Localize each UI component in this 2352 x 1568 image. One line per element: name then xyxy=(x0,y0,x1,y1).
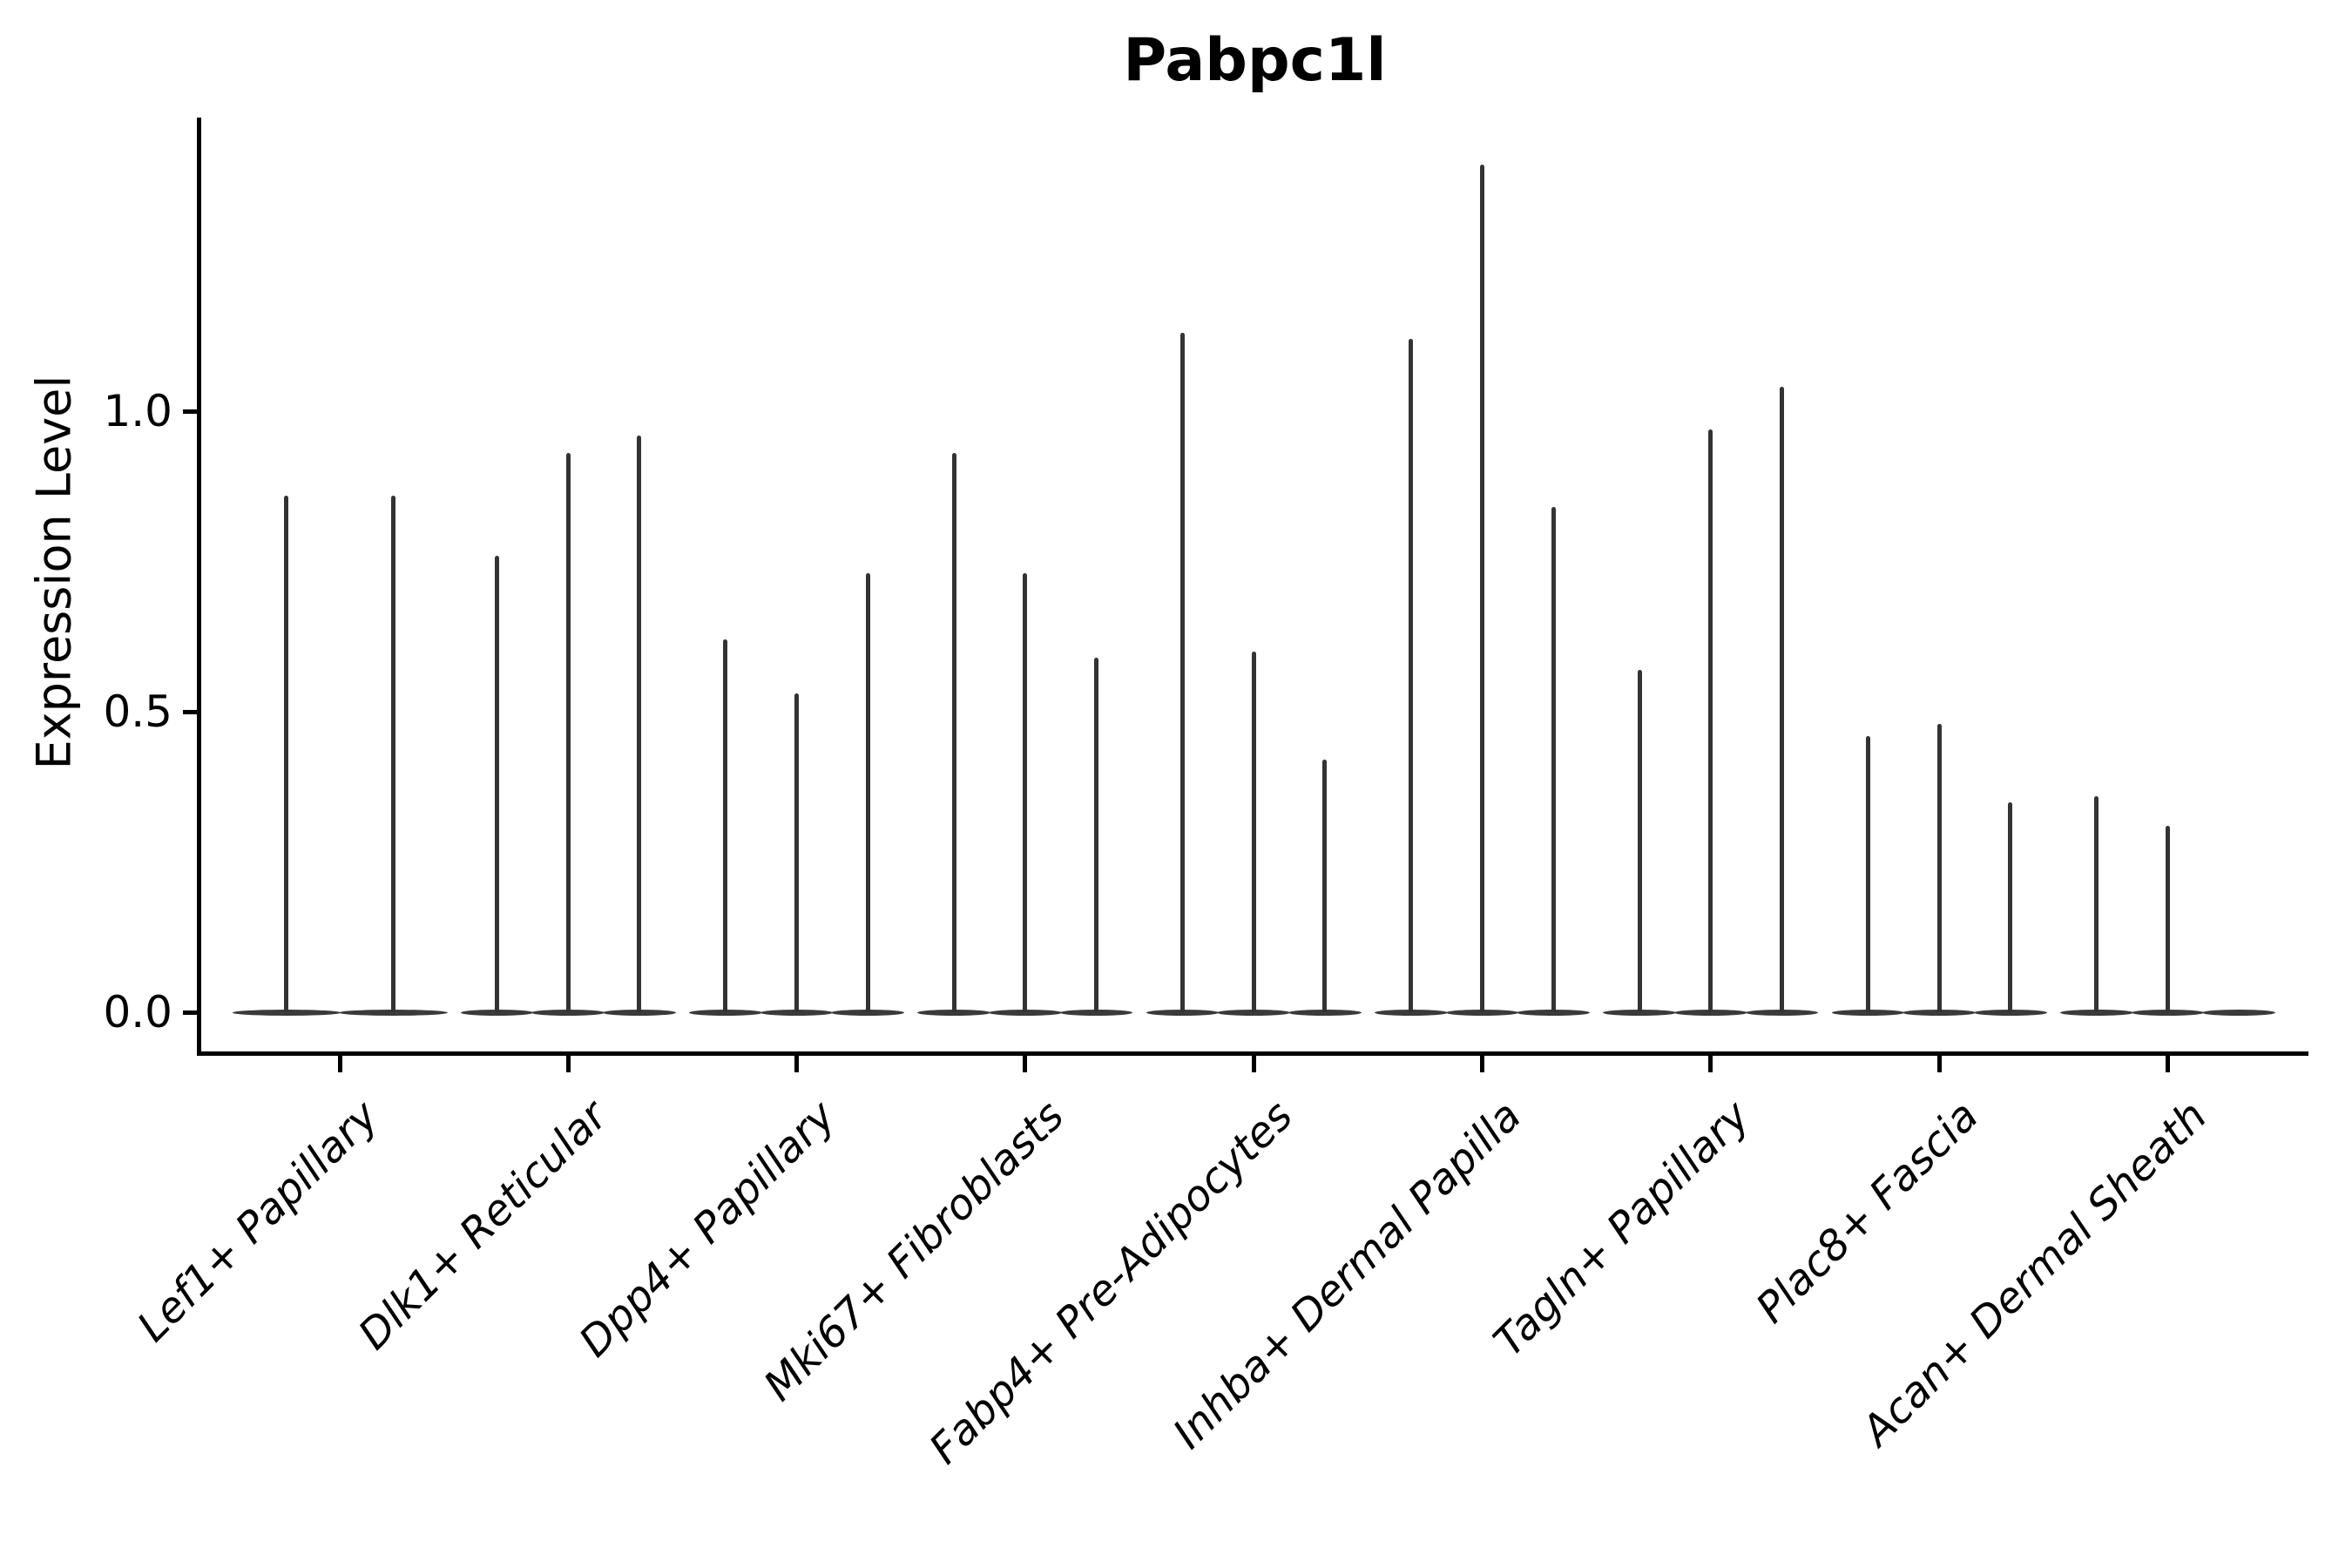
violin-spike xyxy=(2094,795,2099,1012)
violin-base xyxy=(603,1009,676,1016)
x-tick xyxy=(1708,1056,1713,1072)
violin-spike xyxy=(1023,573,1028,1012)
violin-spike xyxy=(637,435,642,1012)
x-tick xyxy=(2165,1056,2170,1072)
violin-spike xyxy=(2008,801,2013,1012)
x-axis-spine xyxy=(197,1051,2308,1056)
violin-base xyxy=(1673,1009,1747,1016)
violin-spike xyxy=(2165,826,2170,1012)
violin-base xyxy=(2131,1009,2205,1016)
violin-spike xyxy=(1637,669,1642,1012)
plot-title: Pabpc1l xyxy=(1123,26,1387,95)
violin-base xyxy=(1903,1009,1976,1016)
violin-base xyxy=(917,1009,991,1016)
violin-base xyxy=(1973,1009,2047,1016)
x-tick xyxy=(794,1056,800,1072)
violin-base xyxy=(689,1009,762,1016)
violin-base xyxy=(2202,1009,2275,1016)
x-tick xyxy=(337,1056,342,1072)
violin-spike xyxy=(1180,333,1186,1012)
x-tick-label: Plac8+ Fascia xyxy=(1747,1092,1988,1333)
violin-spike xyxy=(284,495,289,1012)
violin-base xyxy=(1745,1009,1819,1016)
violin-spike xyxy=(1094,657,1099,1012)
violin-spike xyxy=(1865,735,1870,1012)
violin-spike xyxy=(495,555,500,1012)
violin-spike xyxy=(565,453,571,1012)
violin-base xyxy=(1059,1009,1133,1016)
violin-spike xyxy=(1551,507,1556,1012)
violin-base xyxy=(531,1009,605,1016)
violin-base xyxy=(1831,1009,1905,1016)
violin-base xyxy=(989,1009,1062,1016)
violin-base xyxy=(1445,1009,1519,1016)
violin-spike xyxy=(1322,760,1328,1012)
y-tick xyxy=(183,1010,197,1015)
y-axis-spine xyxy=(197,118,201,1056)
y-tick-label: 0.5 xyxy=(103,686,172,737)
y-tick xyxy=(183,709,197,714)
violin-base xyxy=(1603,1009,1676,1016)
x-tick xyxy=(1251,1056,1256,1072)
violin-spike xyxy=(794,693,800,1012)
y-tick xyxy=(183,409,197,414)
violin-spike xyxy=(1409,339,1414,1012)
violin-base xyxy=(2059,1009,2133,1016)
violin-spike xyxy=(1779,387,1784,1012)
violin-base xyxy=(1288,1009,1362,1016)
violin-base xyxy=(1517,1009,1590,1016)
violin-base xyxy=(1146,1009,1220,1016)
violin-base xyxy=(831,1009,905,1016)
violin-spike xyxy=(1708,429,1713,1012)
x-tick-label: Dlk1+ Reticular xyxy=(348,1092,617,1360)
x-tick xyxy=(1480,1056,1484,1072)
x-tick-label: Fabp4+ Pre-Adipocytes xyxy=(920,1092,1302,1474)
x-tick-label: Tagln+ Papillary xyxy=(1484,1092,1760,1367)
y-tick-label: 1.0 xyxy=(103,386,172,436)
x-tick xyxy=(1936,1056,1942,1072)
x-tick xyxy=(1023,1056,1028,1072)
x-tick xyxy=(565,1056,571,1072)
violin-base xyxy=(1217,1009,1291,1016)
violin-base xyxy=(339,1009,448,1016)
x-tick-label: Lef1+ Papillary xyxy=(128,1092,389,1352)
y-tick-label: 0.0 xyxy=(103,987,172,1037)
violin-base xyxy=(232,1009,341,1016)
violin-base xyxy=(460,1009,534,1016)
violin-spike xyxy=(723,639,728,1012)
violin-base xyxy=(760,1009,834,1016)
violin-spike xyxy=(951,453,956,1012)
violin-base xyxy=(1375,1009,1448,1016)
violin-spike xyxy=(865,573,870,1012)
violin-spike xyxy=(1480,165,1484,1012)
violin-spike xyxy=(1936,723,1942,1012)
violin-spike xyxy=(1251,652,1256,1012)
violin-spike xyxy=(390,495,395,1012)
